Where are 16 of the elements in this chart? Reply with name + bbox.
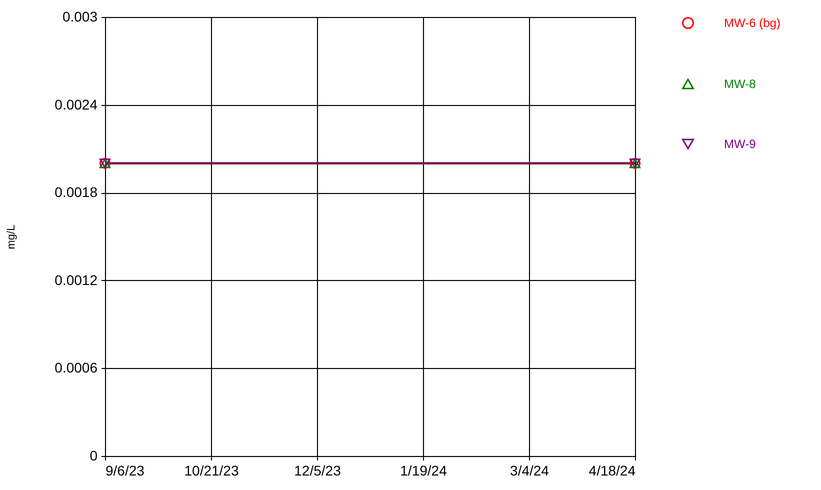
y-tick-label: 0.0018 [54, 184, 98, 200]
y-tick-label: 0.0012 [54, 272, 98, 288]
x-tick-label: 3/4/24 [510, 462, 550, 478]
y-tick-label: 0.0024 [54, 96, 98, 112]
y-tick-label: 0.0006 [54, 360, 98, 376]
text: MW-9 [724, 137, 756, 151]
x-tick-label: 1/19/24 [400, 462, 448, 478]
x-tick-label: 4/18/24 [588, 462, 636, 478]
text: MW-8 [724, 77, 756, 91]
text: MW-6 (bg) [724, 16, 780, 30]
y-tick-label: 0 [90, 448, 98, 464]
y-axis-title: mg/L [6, 224, 18, 250]
x-tick-label: 9/6/23 [106, 462, 145, 478]
x-tick-label: 12/5/23 [294, 462, 342, 478]
y-tick-label: 0.003 [62, 8, 98, 24]
x-tick-label: 10/21/23 [184, 462, 239, 478]
